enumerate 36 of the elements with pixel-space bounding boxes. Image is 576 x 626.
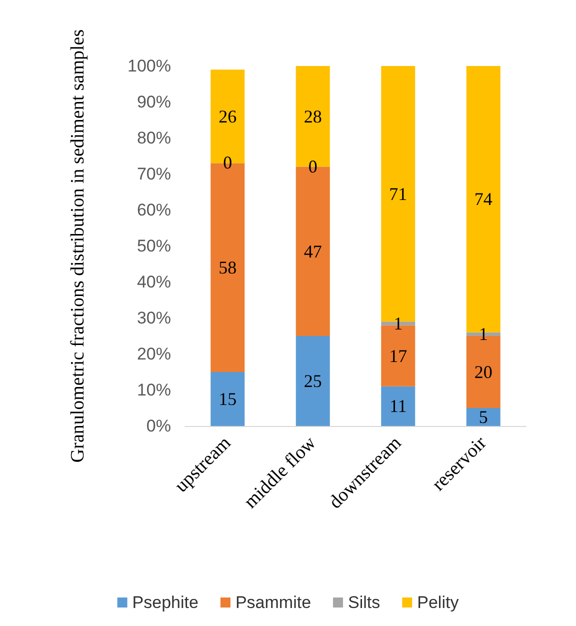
legend-label: Psephite [132, 593, 198, 612]
legend-label: Silts [348, 593, 380, 612]
y-tick-label: 40% [136, 272, 171, 292]
y-tick-label: 0% [146, 416, 171, 436]
data-label: 17 [389, 346, 408, 366]
data-label: 74 [474, 189, 492, 210]
data-label: 58 [218, 258, 237, 278]
bar [381, 386, 416, 426]
data-label: 1 [394, 313, 403, 334]
y-tick-label: 10% [136, 380, 171, 400]
data-label: 0 [308, 156, 318, 176]
data-label: 47 [304, 241, 322, 262]
y-tick-label: 60% [136, 200, 171, 220]
legend-label: Psammite [235, 593, 312, 612]
data-label: 26 [218, 106, 237, 126]
y-tick-label: 50% [136, 236, 171, 256]
y-tick-label: 30% [136, 308, 171, 328]
data-label: 0 [223, 152, 232, 173]
y-axis-title: Granulometric fractions distribution in sediment samples [68, 29, 88, 463]
y-tick-label: 70% [136, 164, 171, 184]
data-label: 15 [218, 389, 237, 409]
data-label: 71 [389, 184, 408, 204]
data-label: 25 [304, 371, 322, 391]
bar [466, 408, 500, 426]
data-label: 5 [478, 407, 488, 427]
bar [296, 336, 330, 426]
legend-label: Pelity [417, 593, 460, 612]
data-label: 11 [389, 396, 407, 416]
y-tick-label: 100% [128, 56, 171, 76]
bar [210, 372, 245, 426]
y-tick-label: 90% [136, 92, 171, 112]
y-tick-label: 20% [136, 344, 171, 364]
data-label: 1 [478, 324, 488, 344]
y-tick-label: 80% [136, 128, 171, 148]
data-label: 20 [474, 362, 492, 382]
data-label: 28 [304, 106, 322, 126]
